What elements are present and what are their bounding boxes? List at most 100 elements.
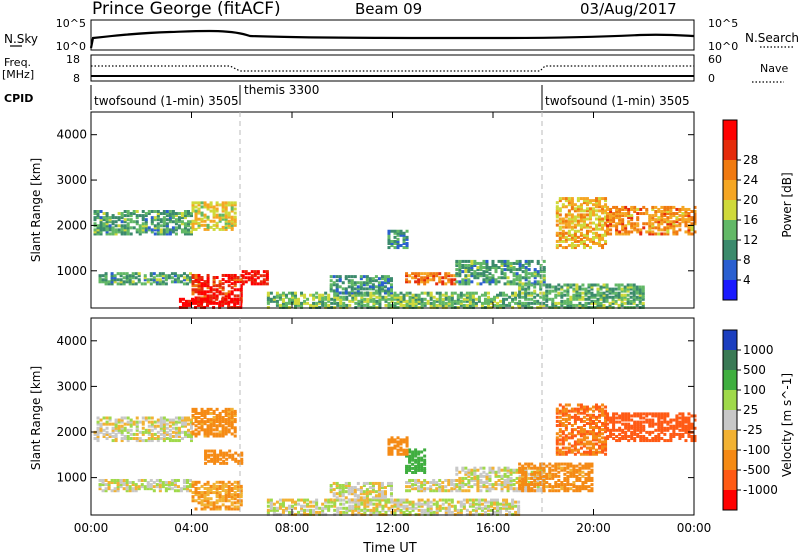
- range-gate-cell: [598, 234, 601, 237]
- range-gate-cell: [204, 228, 207, 231]
- range-gate-cell: [421, 509, 424, 512]
- range-gate-cell: [466, 509, 469, 512]
- range-gate-cell: [406, 505, 409, 508]
- range-gate-cell: [372, 496, 375, 499]
- range-gate-cell: [198, 420, 201, 423]
- nsky-right-tick-top: 10^5: [708, 17, 738, 30]
- range-gate-cell: [387, 246, 390, 249]
- range-gate-cell: [678, 228, 681, 231]
- range-gate-cell: [210, 507, 213, 510]
- range-gate-cell: [354, 281, 357, 284]
- range-gate-cell: [527, 483, 530, 486]
- range-gate-cell: [481, 294, 484, 297]
- range-gate-cell: [191, 298, 194, 301]
- range-gate-cell: [654, 226, 657, 229]
- range-gate-cell: [288, 292, 291, 295]
- range-gate-cell: [681, 212, 684, 215]
- range-gate-cell: [633, 412, 636, 415]
- range-gate-cell: [583, 209, 586, 212]
- range-gate-cell: [215, 302, 218, 305]
- range-gate-cell: [94, 216, 97, 219]
- range-gate-cell: [621, 423, 624, 426]
- range-gate-cell: [587, 290, 590, 293]
- range-gate-cell: [597, 284, 600, 287]
- range-gate-cell: [177, 274, 180, 277]
- range-gate-cell: [508, 511, 511, 514]
- range-gate-cell: [601, 408, 604, 411]
- range-gate-cell: [598, 197, 601, 200]
- range-gate-cell: [187, 228, 190, 231]
- range-gate-cell: [513, 469, 516, 472]
- range-gate-cell: [378, 482, 381, 485]
- nave-trace: [91, 66, 694, 71]
- range-gate-cell: [142, 210, 145, 213]
- range-gate-cell: [212, 302, 215, 305]
- range-gate-cell: [595, 197, 598, 200]
- range-gate-cell: [482, 260, 485, 263]
- range-gate-cell: [595, 232, 598, 235]
- range-gate-cell: [488, 475, 491, 478]
- range-gate-cell: [651, 419, 654, 422]
- range-gate-cell: [142, 439, 145, 442]
- range-gate-cell: [166, 423, 169, 426]
- range-gate-cell: [228, 284, 231, 287]
- range-gate-cell: [518, 463, 521, 466]
- range-gate-cell: [117, 282, 120, 285]
- range-gate-cell: [102, 274, 105, 277]
- range-gate-cell: [216, 288, 219, 291]
- range-gate-cell: [228, 201, 231, 204]
- range-gate-cell: [595, 217, 598, 220]
- range-gate-cell: [225, 462, 228, 465]
- range-gate-cell: [210, 418, 213, 421]
- range-gate-cell: [300, 302, 303, 305]
- range-gate-cell: [330, 484, 333, 487]
- range-gate-cell: [168, 481, 171, 484]
- range-gate-cell: [213, 432, 216, 435]
- range-gate-cell: [571, 428, 574, 431]
- range-gate-cell: [580, 224, 583, 227]
- range-gate-cell: [183, 479, 186, 482]
- range-gate-cell: [654, 429, 657, 432]
- range-gate-cell: [518, 477, 521, 480]
- range-gate-cell: [563, 483, 566, 486]
- range-gate-cell: [508, 503, 511, 506]
- range-gate-cell: [598, 215, 601, 218]
- range-gate-cell: [559, 420, 562, 423]
- range-gate-cell: [663, 218, 666, 221]
- range-gate-cell: [586, 436, 589, 439]
- range-gate-cell: [545, 485, 548, 488]
- range-gate-cell: [559, 213, 562, 216]
- range-gate-cell: [568, 404, 571, 407]
- range-gate-cell: [660, 421, 663, 424]
- range-gate-cell: [234, 505, 237, 508]
- range-gate-cell: [195, 228, 198, 231]
- range-gate-cell: [612, 433, 615, 436]
- range-gate-cell: [209, 298, 212, 301]
- range-gate-cell: [219, 290, 222, 293]
- range-gate-cell: [580, 213, 583, 216]
- range-gate-cell: [455, 479, 458, 482]
- range-gate-cell: [270, 292, 273, 295]
- range-gate-cell: [169, 429, 172, 432]
- range-gate-cell: [583, 416, 586, 419]
- range-gate-cell: [348, 300, 351, 303]
- range-gate-cell: [466, 499, 469, 502]
- range-gate-cell: [574, 414, 577, 417]
- range-gate-cell: [581, 284, 584, 287]
- range-gate-cell: [563, 463, 566, 466]
- range-gate-cell: [263, 270, 266, 273]
- range-gate-cell: [221, 298, 224, 301]
- range-gate-cell: [678, 222, 681, 225]
- range-gate-cell: [133, 220, 136, 223]
- range-gate-cell: [444, 489, 447, 492]
- range-gate-cell: [587, 485, 590, 488]
- range-gate-cell: [669, 206, 672, 209]
- range-gate-cell: [612, 224, 615, 227]
- range-gate-cell: [645, 431, 648, 434]
- range-gate-cell: [577, 244, 580, 247]
- range-gate-cell: [216, 222, 219, 225]
- range-gate-cell: [163, 210, 166, 213]
- range-gate-cell: [586, 224, 589, 227]
- range-gate-cell: [511, 499, 514, 502]
- range-gate-cell: [439, 292, 442, 295]
